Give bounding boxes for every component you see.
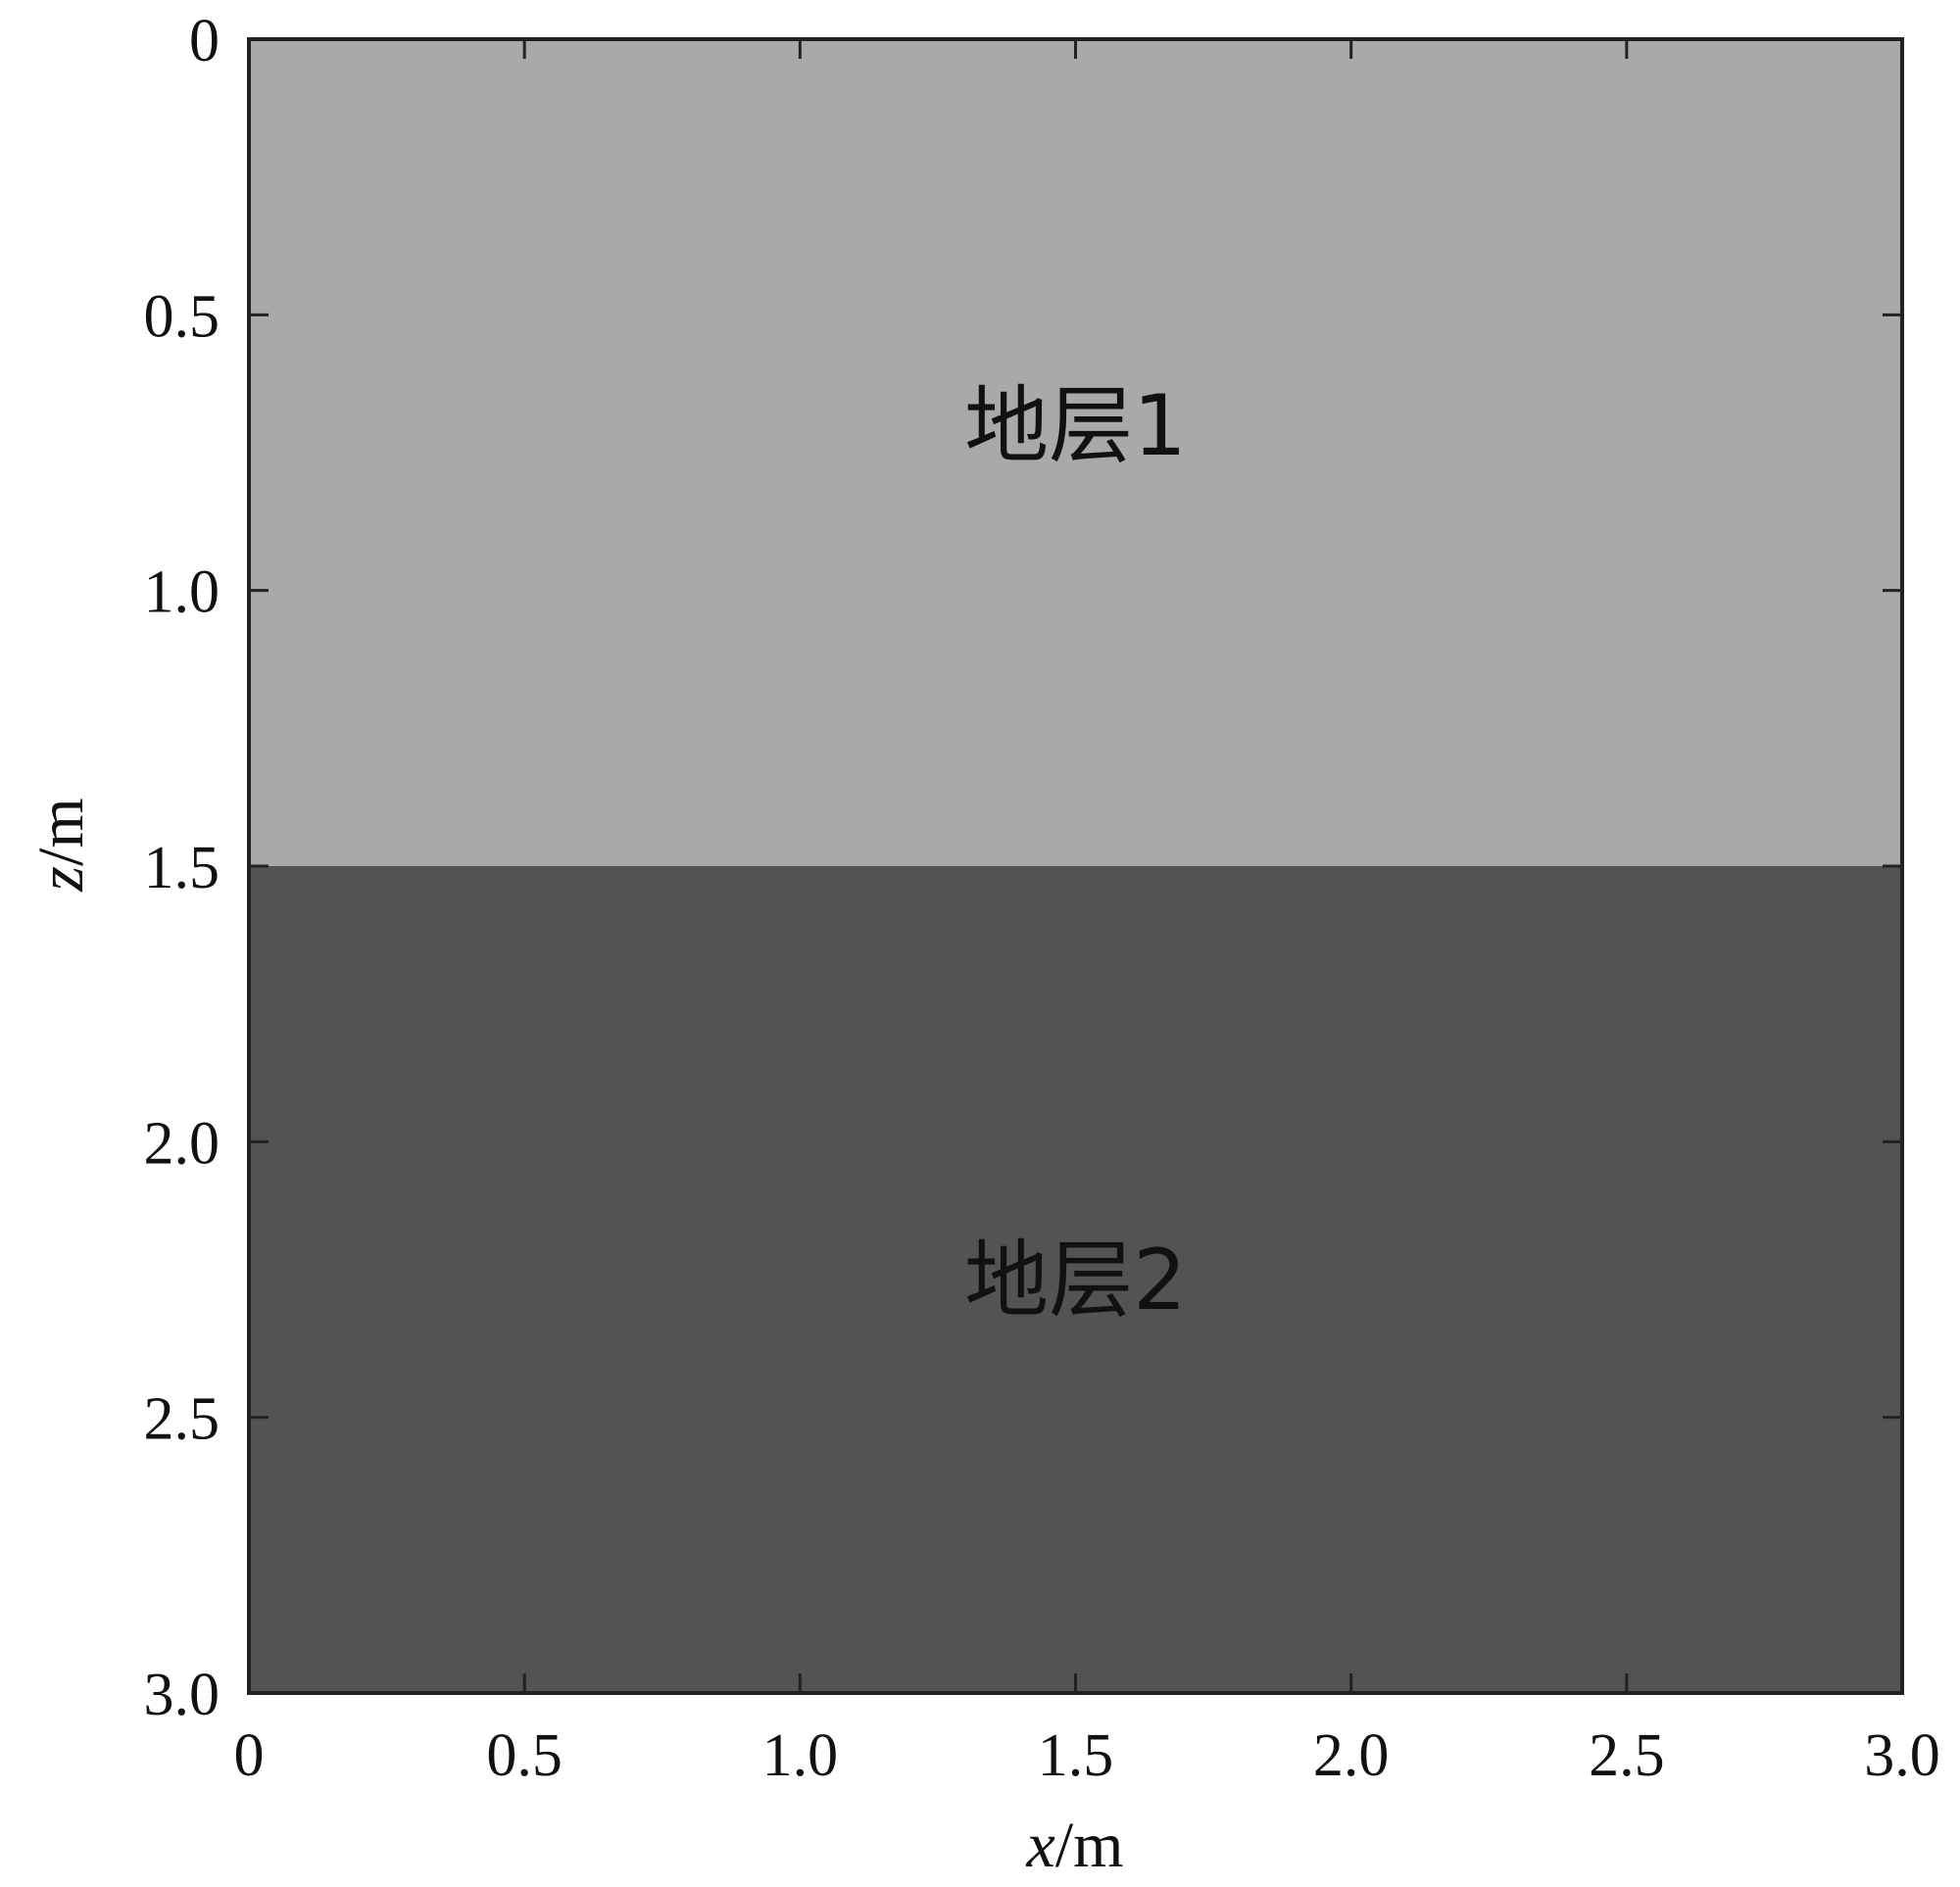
ticks: [247, 37, 1904, 1695]
layer-1-label: 地层1: [964, 377, 1187, 475]
x-tick-label: 2.5: [1589, 1722, 1665, 1789]
y-tick-label: 1.5: [144, 835, 220, 901]
y-tick-labels: 0 0.5 1.0 1.5 2.0 2.5 3.0: [144, 8, 220, 1728]
layers: [249, 39, 1902, 1693]
layer-1-region: [249, 39, 1902, 866]
layer-2-label: 地层2: [964, 1232, 1187, 1330]
x-tick-label: 2.0: [1313, 1722, 1390, 1789]
layer-labels: 地层1 地层2: [964, 377, 1187, 1330]
x-tick-label: 0: [234, 1722, 265, 1789]
x-tick-label: 1.5: [1038, 1722, 1114, 1789]
plot-frame: [247, 37, 1904, 1695]
layer-2-region: [249, 866, 1902, 1693]
y-tick-label: 3.0: [144, 1662, 220, 1728]
x-tick-labels: 0 0.5 1.0 1.5 2.0 2.5 3.0: [234, 1722, 1940, 1789]
y-tick-label: 1.0: [144, 559, 220, 626]
y-axis-label: z/m: [25, 798, 97, 892]
x-axis-label: x/m: [1026, 1810, 1124, 1881]
x-tick-label: 1.0: [762, 1722, 839, 1789]
y-tick-label: 0: [189, 8, 220, 74]
y-tick-label: 2.5: [144, 1386, 220, 1453]
y-tick-label: 2.0: [144, 1110, 220, 1177]
y-tick-label: 0.5: [144, 283, 220, 350]
x-tick-label: 3.0: [1864, 1722, 1940, 1789]
x-tick-label: 0.5: [486, 1722, 563, 1789]
